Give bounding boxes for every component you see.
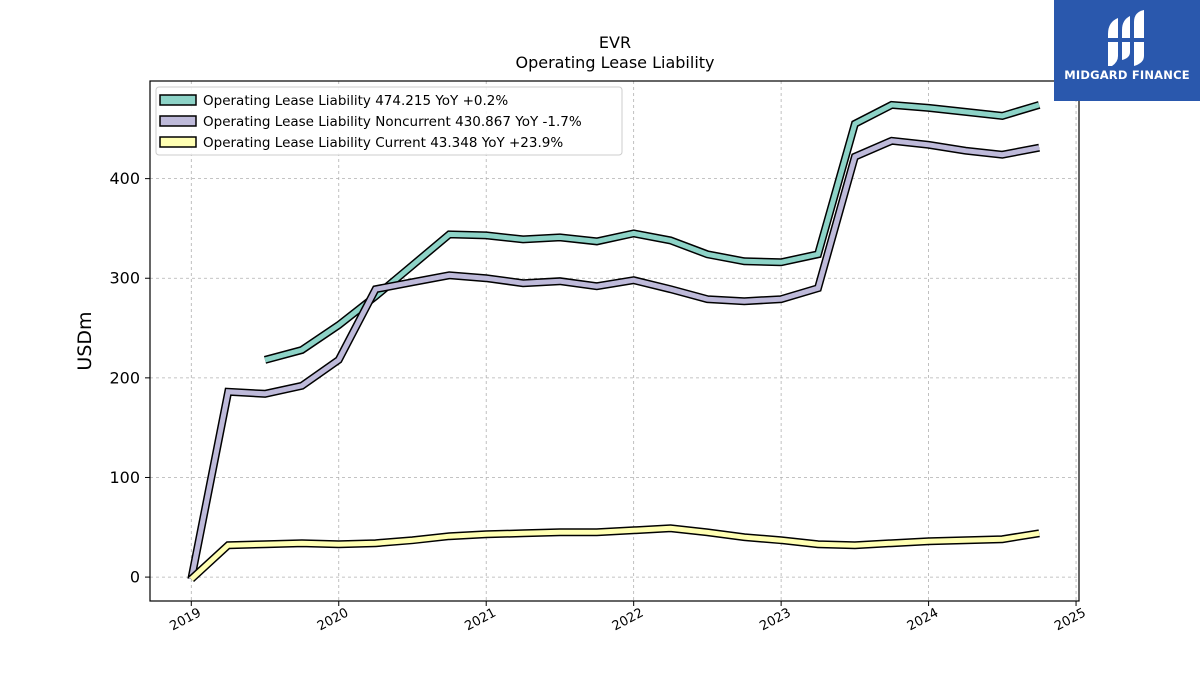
y-tick-label: 200 <box>109 368 140 387</box>
plot-frame <box>149 80 1080 602</box>
series-layer <box>187 100 1041 583</box>
midgard-logo-icon <box>1106 10 1146 66</box>
chart-title: EVR <box>599 33 631 52</box>
legend-swatch <box>159 115 197 127</box>
legend-entry-label: Operating Lease Liability Current 43.348… <box>203 135 563 151</box>
y-tick-label: 400 <box>109 169 140 188</box>
series-line-1 <box>264 102 1040 363</box>
x-tick-label: 2024 <box>905 606 941 635</box>
y-tick-label: 300 <box>109 269 140 288</box>
series-line-2 <box>188 138 1040 580</box>
y-tick-label: 0 <box>130 568 140 587</box>
x-tick-label: 2025 <box>1052 606 1088 635</box>
y-tick-label: 100 <box>109 468 140 487</box>
x-tick-label: 2021 <box>462 606 498 635</box>
series-line-outline-3 <box>188 524 1040 583</box>
grid <box>150 81 1079 601</box>
legend-box <box>155 86 623 156</box>
logo-text: MIDGARD FINANCE <box>1064 68 1190 82</box>
legend: Operating Lease Liability 474.215 YoY +0… <box>155 86 623 156</box>
legend-entry-label: Operating Lease Liability 474.215 YoY +0… <box>203 93 508 109</box>
y-axis-label: USDm <box>74 311 96 370</box>
x-tick-label: 2023 <box>757 606 793 635</box>
midgard-finance-logo: MIDGARD FINANCE <box>1054 0 1200 101</box>
chart-subtitle: Operating Lease Liability <box>515 53 714 72</box>
x-tick-label: 2022 <box>610 606 646 635</box>
legend-entry-label: Operating Lease Liability Noncurrent 430… <box>203 114 582 130</box>
legend-swatch <box>159 94 197 106</box>
legend-swatch <box>159 136 197 148</box>
series-line-outline-2 <box>187 136 1040 580</box>
x-tick-label: 2020 <box>315 606 351 635</box>
series-line-3 <box>189 525 1040 581</box>
x-tick-label: 2019 <box>168 606 204 635</box>
